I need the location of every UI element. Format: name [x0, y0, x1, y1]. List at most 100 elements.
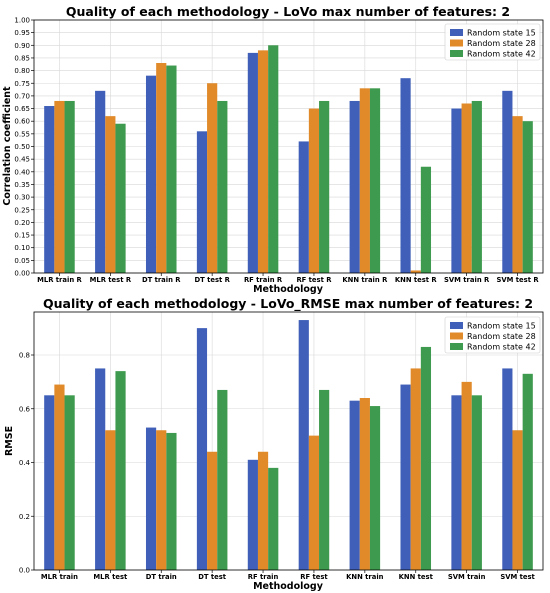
bar: [308, 108, 320, 273]
legend-swatch: [450, 322, 463, 329]
y-tick-label: 0.6: [19, 405, 31, 413]
y-axis-label: Correlation coefficient: [2, 86, 13, 206]
bar: [64, 395, 75, 570]
legend-swatch: [450, 29, 463, 36]
x-tick-label: DT test R: [194, 276, 230, 284]
bar: [298, 320, 309, 570]
bar: [502, 90, 513, 273]
bar: [522, 121, 533, 273]
legend-label: Random state 15: [467, 29, 536, 38]
y-tick-label: 0.75: [14, 80, 30, 88]
x-axis-label: Methodology: [253, 581, 324, 592]
y-ticks: 0.00 0.05 0.10 0.15 0.20 0.25 0.30 0.35 0.40 0.45…: [14, 17, 34, 278]
x-tick-label: KNN train R: [342, 276, 388, 284]
bar: [145, 75, 157, 273]
bar: [451, 108, 462, 273]
chart-title: Quality of each methodology - LoVo max n…: [66, 4, 510, 19]
x-tick-label: SVM train R: [444, 276, 490, 284]
y-tick-label: 0.4: [19, 459, 31, 467]
x-tick-label: RF train: [248, 573, 279, 581]
bar: [105, 116, 116, 273]
x-tick-label: DT train R: [142, 276, 181, 284]
y-tick-label: 0.2: [19, 513, 30, 521]
y-tick-label: 0.80: [14, 67, 30, 75]
legend-box: [444, 316, 541, 354]
y-tick-label: 0.45: [14, 156, 30, 164]
y-tick-label: 0.55: [14, 130, 30, 138]
bar: [319, 389, 330, 570]
x-tick-label: RF test R: [296, 276, 332, 284]
y-tick-label: 0.25: [14, 206, 30, 214]
bar: [420, 346, 432, 570]
bar: [115, 123, 126, 273]
y-tick-label: 0.50: [14, 143, 30, 151]
bar: [247, 52, 258, 273]
x-tick-label: DT test: [198, 573, 227, 581]
x-tick-label: RF test: [300, 573, 328, 581]
bar: [410, 368, 421, 570]
legend-label: Random state 28: [467, 39, 536, 48]
bar: [207, 83, 218, 273]
bar: [166, 65, 177, 273]
bar: [156, 430, 167, 570]
legend-swatch: [450, 50, 463, 57]
legend-label: Random state 15: [467, 322, 536, 331]
bar: [471, 100, 482, 274]
bar: [95, 368, 106, 570]
y-tick-label: 0.8: [19, 352, 30, 360]
bar: [54, 384, 65, 570]
bar: [400, 78, 411, 273]
y-tick-label: 0.20: [14, 219, 30, 227]
bar: [298, 141, 309, 273]
bar: [105, 430, 116, 570]
y-tick-label: 1.00: [14, 17, 30, 25]
bar: [319, 100, 330, 274]
rmse-chart: Quality of each methodology - LoVo_RMSE …: [4, 296, 544, 592]
bar: [257, 451, 269, 570]
bar: [54, 100, 65, 274]
y-tick-label: 0.85: [14, 54, 30, 62]
bar: [64, 100, 75, 274]
legend-swatch: [450, 332, 463, 340]
bar: [247, 459, 258, 570]
bar: [359, 398, 370, 570]
x-tick-label: RF train R: [244, 276, 283, 284]
y-tick-label: 0.15: [14, 232, 30, 240]
y-tick-label: 0.00: [14, 270, 30, 278]
bar: [308, 435, 320, 570]
x-tick-label: MLR test: [93, 573, 128, 581]
bar: [268, 467, 279, 570]
bar: [359, 88, 370, 273]
y-tick-label: 0.0: [19, 567, 30, 575]
bar: [410, 270, 421, 273]
x-tick-label: DT train: [146, 573, 177, 581]
y-axis-label: RMSE: [4, 426, 15, 456]
legend-swatch: [450, 343, 463, 350]
bar: [196, 131, 208, 273]
bar: [44, 395, 55, 570]
bar: [217, 100, 228, 274]
bar: [115, 371, 126, 570]
bars: [44, 45, 533, 274]
y-tick-label: 0.95: [14, 29, 30, 37]
y-tick-label: 0.90: [14, 42, 30, 50]
bar: [451, 395, 462, 570]
x-tick-label: KNN test: [399, 573, 434, 581]
bar: [95, 90, 106, 273]
bar: [145, 427, 157, 570]
y-tick-label: 0.35: [14, 181, 30, 189]
legend-label: Random state 28: [467, 332, 536, 341]
bar: [207, 451, 218, 570]
x-tick-label: SVM test R: [497, 276, 540, 284]
bar: [522, 373, 533, 570]
x-tick-label: MLR train: [41, 573, 78, 581]
bar: [268, 45, 279, 273]
legend-box: [444, 23, 541, 61]
y-tick-label: 0.60: [14, 118, 30, 126]
plot-frame: [33, 311, 544, 571]
y-ticks: 0.0 0.2 0.4 0.6 0.8: [19, 352, 34, 575]
x-ticks: MLR train MLR test DT train DT test RF train…: [41, 570, 536, 581]
bar: [156, 63, 167, 274]
